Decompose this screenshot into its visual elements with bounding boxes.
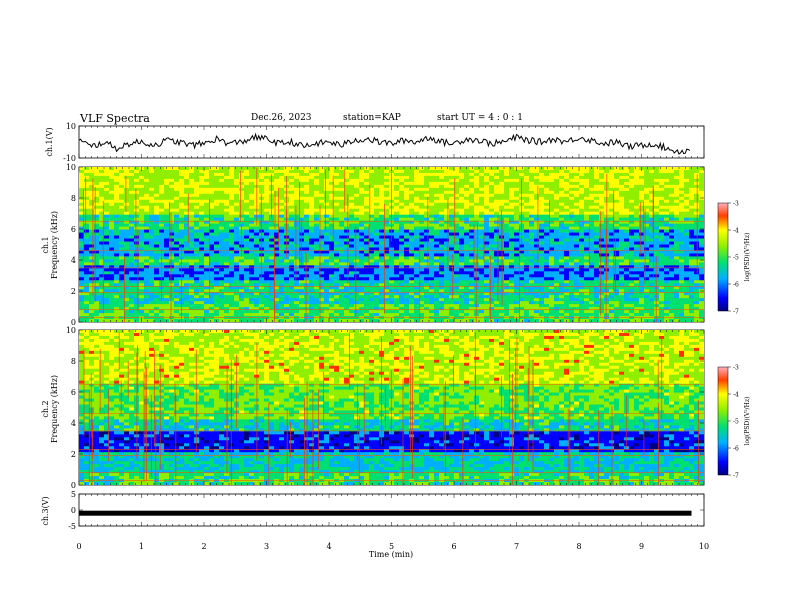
colorbar-ticks: -3 -4 -5 -6 -7 -3 -4 -5 -6 -7: [728, 201, 739, 480]
ch3-voltage-line: [79, 510, 692, 516]
ch3-voltage-ylabel: ch.3(V): [41, 496, 50, 525]
colorbar-tick-label: -6: [733, 446, 739, 453]
ch1-colorbar: [717, 202, 729, 312]
colorbar-tick-label: -7: [733, 473, 739, 480]
ch2-colorbar: [717, 366, 729, 476]
y-tick-label: 2: [71, 450, 76, 459]
x-tick-label: 7: [514, 542, 519, 551]
x-tick-label: 9: [639, 542, 644, 551]
y-tick-label: 0: [71, 481, 76, 490]
ch1-frequency-ylabel: Frequency (kHz): [50, 211, 59, 279]
y-tick-label: 5: [71, 490, 76, 499]
panel-frame-4: [78, 493, 705, 527]
ch2-frequency-ylabel: Frequency (kHz): [50, 375, 59, 443]
y-tick-label: -5: [68, 522, 76, 531]
ch3-voltage-series: [79, 510, 692, 516]
colorbar-tick-label: -6: [733, 282, 739, 289]
x-tick-label: 4: [326, 542, 331, 551]
ch1-spectrogram: [79, 167, 704, 322]
colorbar-tick-label: -7: [733, 309, 739, 316]
ch1-channel-label: ch.1: [41, 236, 50, 253]
y-tick-label: 0: [71, 506, 76, 515]
ch2-spectrogram: [79, 330, 704, 485]
x-tick-label: 5: [389, 542, 394, 551]
y-tick-label: 6: [71, 388, 76, 397]
y-tick-label: 10: [66, 326, 76, 335]
colorbar-tick-label: -4: [733, 228, 739, 235]
ch1-voltage-ylabel: ch.1(V): [45, 127, 54, 156]
chart-title: VLF Spectra: [80, 112, 150, 125]
y-tick-label: -10: [63, 154, 76, 163]
ch2-channel-label: ch.2: [41, 400, 50, 417]
x-tick-label: 1: [139, 542, 144, 551]
y-tick-label: 4: [71, 256, 76, 265]
start-time-label: start UT = 4 : 0 : 1: [437, 113, 523, 123]
y-tick-label: 10: [66, 163, 76, 172]
x-tick-label: 0: [76, 542, 81, 551]
colorbar-tick-label: -3: [733, 201, 739, 208]
date-label: Dec.26, 2023: [251, 113, 312, 123]
station-label: station=KAP: [343, 113, 401, 123]
x-tick-label: 10: [699, 542, 709, 551]
colorbar-tick-label: -4: [733, 392, 739, 399]
time-xlabel: Time (min): [369, 550, 413, 559]
colorbar-tick-label: -5: [733, 419, 739, 426]
colorbar-tick-label: -3: [733, 365, 739, 372]
ch1-voltage-series: [78, 132, 691, 155]
y-tick-label: 6: [71, 225, 76, 234]
ch1-colorbar-label: log(PSD)(V²/Hz): [744, 233, 751, 282]
y-tick-label: 8: [71, 194, 76, 203]
x-tick-label: 2: [201, 542, 206, 551]
ch1-voltage-line: [78, 132, 691, 155]
colorbar-tick-label: -5: [733, 255, 739, 262]
y-tick-label: 10: [66, 122, 76, 131]
panel-frame-1: [78, 125, 705, 159]
x-tick-label: 6: [451, 542, 456, 551]
y-tick-label: 4: [71, 419, 76, 428]
y-tick-label: 8: [71, 357, 76, 366]
y-tick-label: 0: [71, 318, 76, 327]
x-tick-label: 8: [576, 542, 581, 551]
x-tick-label: 3: [264, 542, 269, 551]
y-tick-label: 2: [71, 287, 76, 296]
ch2-colorbar-label: log(PSD)(V²/Hz): [744, 397, 751, 446]
